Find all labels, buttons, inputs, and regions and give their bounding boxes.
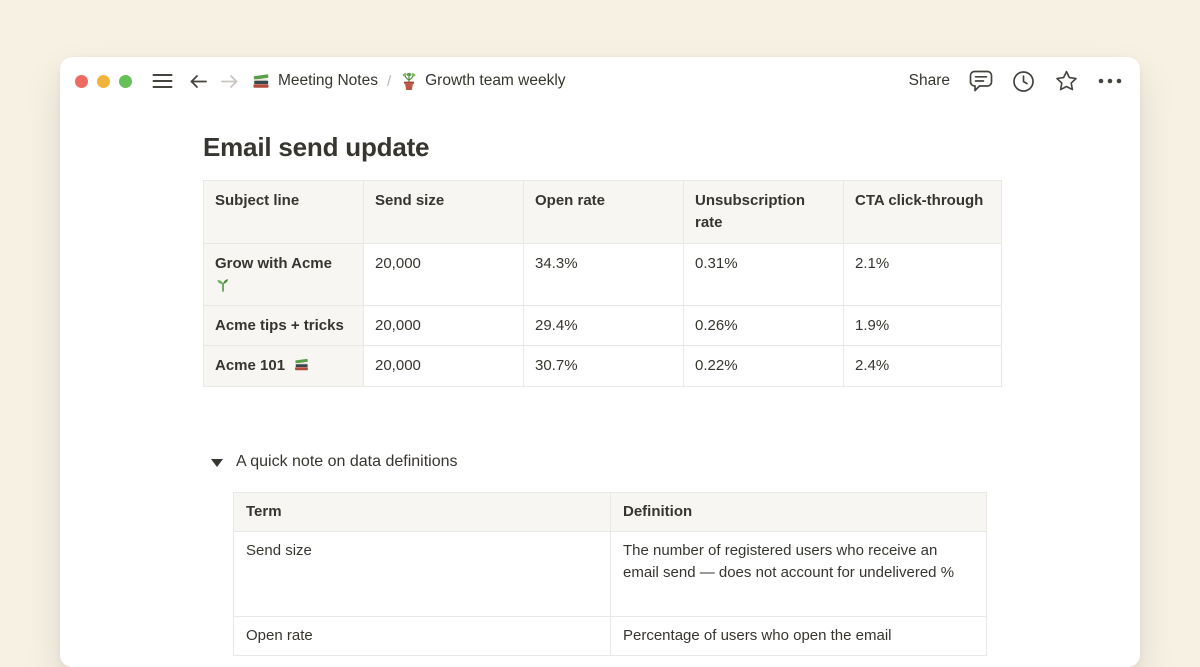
- column-header-send-size[interactable]: Send size: [363, 180, 524, 244]
- potted-plant-emoji: [400, 71, 418, 91]
- hamburger-icon[interactable]: [152, 73, 173, 89]
- more-icon[interactable]: [1098, 78, 1122, 84]
- table-row: Open rate Percentage of users who open t…: [233, 615, 987, 656]
- cell-term[interactable]: Send size: [233, 530, 611, 617]
- breadcrumb-label: Meeting Notes: [278, 72, 378, 89]
- cell-send-size[interactable]: 20,000: [363, 304, 524, 347]
- table-row: Acme 101 20,000 30.7% 0.22%: [203, 345, 1002, 387]
- forward-arrow-icon[interactable]: [220, 74, 239, 89]
- column-header-cta-click-through[interactable]: CTA click-through: [843, 180, 1002, 244]
- column-header-definition[interactable]: Definition: [610, 492, 987, 532]
- column-header-unsubscription-rate[interactable]: Unsubscription rate: [683, 180, 844, 244]
- books-emoji: [293, 356, 310, 373]
- cell-term[interactable]: Open rate: [233, 615, 611, 656]
- page-content: Email send update Subject line Send size…: [60, 105, 1140, 656]
- share-button[interactable]: Share: [908, 72, 950, 89]
- page-title[interactable]: Email send update: [203, 132, 430, 162]
- email-metrics-table: Subject line Send size Open rate Unsubsc…: [203, 180, 1002, 387]
- column-header-subject-line[interactable]: Subject line: [203, 180, 364, 244]
- table-header-row: Subject line Send size Open rate Unsubsc…: [203, 180, 1002, 244]
- window-controls: [75, 74, 132, 88]
- column-header-term[interactable]: Term: [233, 492, 611, 532]
- cell-subject[interactable]: Acme 101: [203, 345, 364, 387]
- seedling-emoji: [215, 277, 352, 293]
- cell-cta-click-through[interactable]: 2.1%: [843, 242, 1002, 306]
- table-row: Send size The number of registered users…: [233, 530, 987, 617]
- cell-unsub-rate[interactable]: 0.22%: [683, 345, 844, 387]
- zoom-window-button[interactable]: [119, 74, 132, 88]
- breadcrumb-label: Growth team weekly: [425, 72, 566, 89]
- breadcrumb-separator: /: [386, 72, 392, 90]
- cell-cta-click-through[interactable]: 2.4%: [843, 345, 1002, 387]
- cell-open-rate[interactable]: 34.3%: [523, 242, 684, 306]
- cell-definition[interactable]: The number of registered users who recei…: [610, 530, 987, 617]
- window-topbar: Meeting Notes / Growth team weekly Shar: [60, 57, 1140, 105]
- definitions-table: Term Definition Send size The number of …: [233, 492, 987, 656]
- cell-unsub-rate[interactable]: 0.26%: [683, 304, 844, 347]
- cell-cta-click-through[interactable]: 1.9%: [843, 304, 1002, 347]
- toggle-label: A quick note on data definitions: [236, 453, 458, 470]
- cell-subject[interactable]: Grow with Acme: [203, 242, 364, 306]
- comment-icon[interactable]: [969, 70, 993, 93]
- cell-send-size[interactable]: 20,000: [363, 345, 524, 387]
- app-window: Meeting Notes / Growth team weekly Shar: [60, 57, 1140, 667]
- table-row: Grow with Acme 20,000 34.3% 0.31% 2.1%: [203, 242, 1002, 306]
- back-arrow-icon[interactable]: [189, 74, 208, 89]
- breadcrumb-item-meeting-notes[interactable]: Meeting Notes: [251, 71, 378, 91]
- star-icon[interactable]: [1054, 69, 1079, 93]
- cell-definition[interactable]: Percentage of users who open the email: [610, 615, 987, 656]
- books-emoji: [251, 71, 271, 91]
- table-header-row: Term Definition: [233, 492, 987, 532]
- table-row: Acme tips + tricks 20,000 29.4% 0.26% 1.…: [203, 304, 1002, 347]
- clock-icon[interactable]: [1012, 70, 1035, 93]
- cell-open-rate[interactable]: 29.4%: [523, 304, 684, 347]
- breadcrumb-item-growth-team-weekly[interactable]: Growth team weekly: [400, 71, 566, 91]
- toggle-data-definitions[interactable]: A quick note on data definitions: [203, 453, 1140, 471]
- minimize-window-button[interactable]: [97, 74, 110, 88]
- cell-subject[interactable]: Acme tips + tricks: [203, 304, 364, 347]
- toggle-triangle-icon[interactable]: [211, 459, 223, 467]
- close-window-button[interactable]: [75, 74, 88, 88]
- cell-send-size[interactable]: 20,000: [363, 242, 524, 306]
- column-header-open-rate[interactable]: Open rate: [523, 180, 684, 244]
- cell-open-rate[interactable]: 30.7%: [523, 345, 684, 387]
- cell-unsub-rate[interactable]: 0.31%: [683, 242, 844, 306]
